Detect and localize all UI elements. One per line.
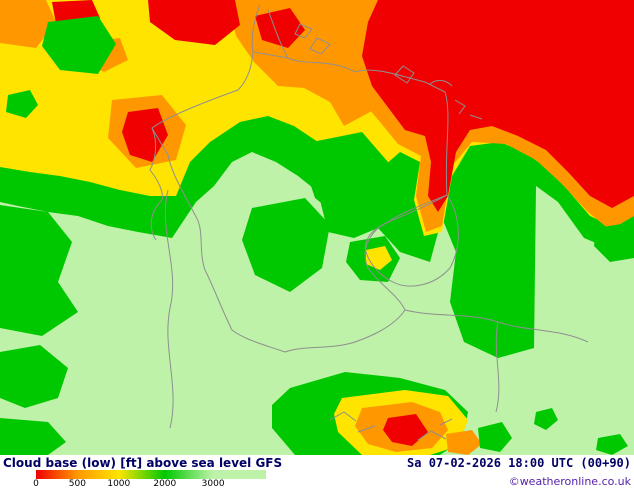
region-mass-red-northeast: [362, 0, 634, 212]
country-border-2: [294, 23, 331, 55]
region-patch-orange-top-left: [0, 0, 56, 48]
region-patch-red-benelux: [122, 108, 168, 162]
region-green-bottom-left-b: [0, 418, 66, 455]
country-border-1: [251, 3, 289, 59]
country-border-4: [365, 194, 459, 287]
status-bar: Cloud base (low) [ft] above sea level GF…: [0, 455, 634, 490]
region-green-dot-br-2: [596, 434, 628, 455]
region-orange-bullseye-right: [446, 430, 482, 455]
region-green-top-left-blob: [42, 16, 116, 74]
legend-color-scale: [36, 470, 266, 479]
region-green-right-diamond: [505, 242, 530, 268]
weather-map: [0, 0, 634, 455]
country-border-8: [495, 321, 500, 413]
region-green-dot-br-1: [534, 408, 558, 430]
region-bullseye-red: [383, 414, 428, 446]
country-border-0: [151, 51, 449, 353]
legend-tick: 0: [33, 479, 39, 489]
region-green-bottom-left-a: [0, 345, 68, 408]
region-patch-red-top-center-1: [148, 0, 240, 45]
legend-tick: 500: [68, 479, 86, 489]
country-border-9: [329, 411, 453, 441]
region-green-east: [305, 132, 388, 222]
region-green-bullseye-right: [478, 422, 512, 452]
map-timestamp: Sa 07-02-2026 18:00 UTC (00+90): [407, 456, 631, 470]
country-border-5: [149, 127, 163, 241]
map-title: Cloud base (low) [ft] above sea level GF…: [3, 456, 283, 470]
legend-tick: 2000: [153, 479, 177, 489]
region-green-center: [242, 198, 330, 292]
region-green-left-edge: [0, 205, 78, 336]
country-border-3: [394, 65, 483, 120]
legend-tick: 1000: [107, 479, 131, 489]
copyright-link[interactable]: ©weatheronline.co.uk: [508, 475, 631, 488]
status-row: Cloud base (low) [ft] above sea level GF…: [0, 455, 634, 470]
legend-tick: 3000: [201, 479, 225, 489]
region-patch-red-top-center-2: [255, 8, 305, 48]
country-border-6: [164, 189, 174, 429]
legend-tick-labels: 0 500 1000 2000 3000: [33, 479, 266, 490]
region-green-dot-left: [6, 90, 38, 118]
region-green-right-edge: [594, 222, 634, 262]
